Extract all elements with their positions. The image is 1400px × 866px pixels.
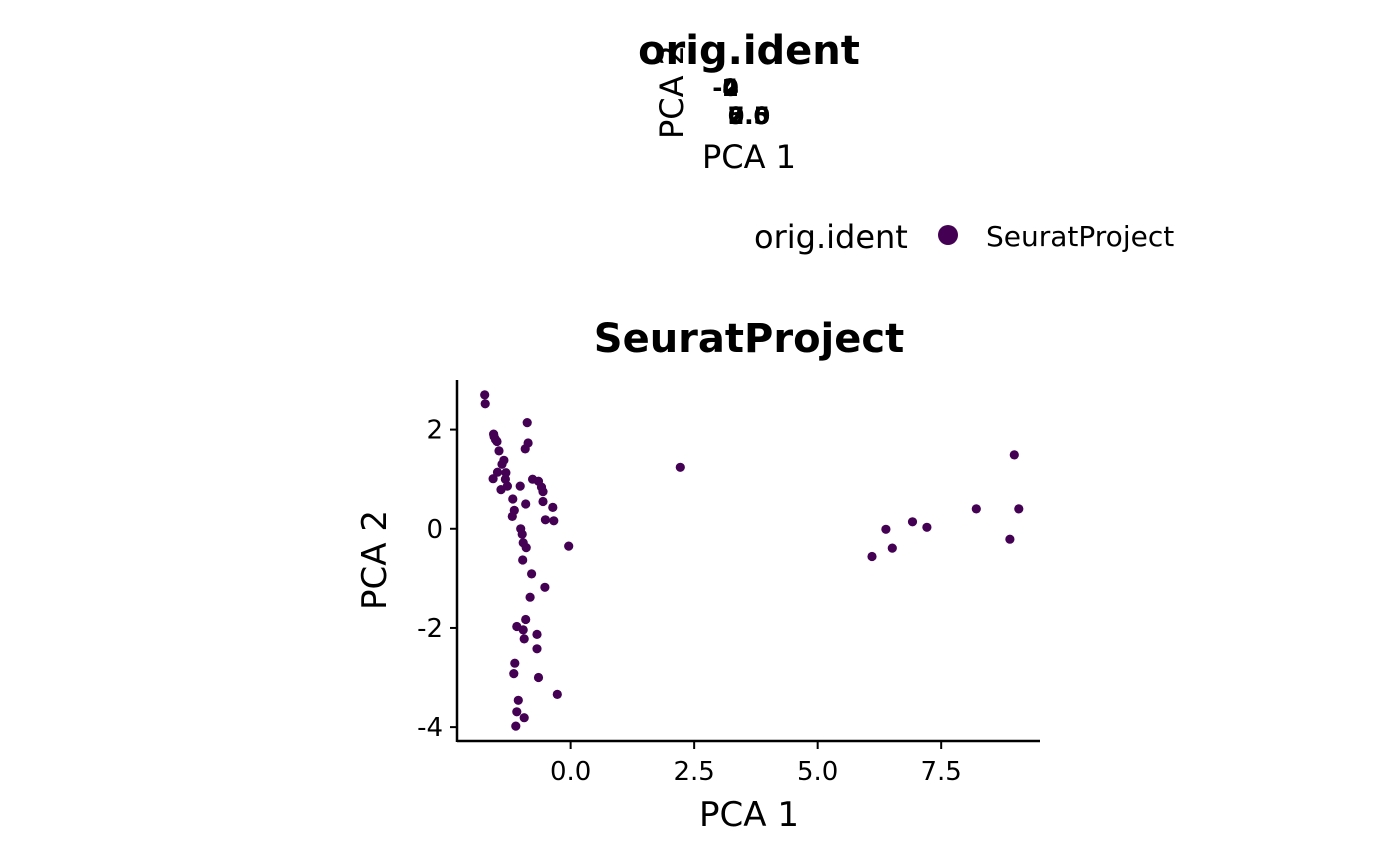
data-point — [508, 494, 518, 504]
data-point — [511, 721, 521, 731]
data-point — [540, 582, 550, 592]
collapsed-ytick-label: -4 — [712, 74, 739, 102]
data-point — [881, 524, 891, 534]
data-point — [538, 487, 548, 497]
data-point — [517, 529, 527, 539]
main-panel-title: SeuratProject — [594, 316, 904, 362]
x-axis-label: PCA 1 — [699, 795, 799, 835]
collapsed-panel: orig.ident PCA 2 -4 -2 0 2 0.0 2.5 5.0 7… — [638, 28, 860, 176]
data-point — [532, 629, 542, 640]
legend-key-marker — [938, 225, 958, 245]
y-tick-label: 2 — [426, 416, 443, 446]
data-point — [922, 522, 932, 532]
data-point — [494, 446, 504, 456]
collapsed-panel-xlabel: PCA 1 — [702, 138, 796, 176]
data-point — [512, 707, 522, 717]
data-point — [867, 551, 877, 562]
scatter-points — [480, 390, 1024, 731]
data-point — [1005, 534, 1015, 544]
collapsed-ytick-label: -2 — [712, 74, 739, 102]
data-point — [509, 669, 519, 679]
data-point — [538, 496, 548, 507]
data-point — [499, 455, 509, 465]
collapsed-xtick-label: 5.0 — [728, 102, 771, 130]
y-tick-label: -2 — [417, 614, 443, 644]
y-tick-label: 0 — [426, 515, 443, 545]
data-point — [480, 399, 490, 409]
data-point — [1009, 450, 1019, 460]
data-point — [675, 462, 685, 472]
data-point — [518, 625, 528, 635]
data-point — [520, 444, 530, 454]
x-axis-ticks: 0.0 2.5 5.0 7.5 — [550, 742, 962, 787]
collapsed-panel-ylabel: PCA 2 — [653, 45, 691, 139]
legend-item-label: SeuratProject — [986, 220, 1174, 253]
x-tick-label: 2.5 — [673, 757, 714, 787]
collapsed-ytick-label: 2 — [722, 74, 739, 102]
data-point — [564, 541, 574, 551]
y-axis-label: PCA 2 — [355, 510, 395, 610]
data-point — [519, 713, 529, 723]
collapsed-panel-title: orig.ident — [638, 28, 860, 74]
y-axis-ticks: -4 -2 0 2 — [417, 416, 457, 743]
y-tick-label: -4 — [417, 713, 443, 743]
data-point — [502, 481, 512, 491]
data-point — [510, 658, 520, 668]
data-point — [521, 499, 531, 509]
data-point — [500, 474, 510, 484]
data-point — [518, 555, 528, 565]
collapsed-xtick-label: 7.5 — [728, 102, 771, 130]
data-point — [488, 474, 498, 484]
x-tick-label: 5.0 — [797, 757, 838, 787]
data-point — [548, 502, 558, 512]
data-point — [521, 543, 531, 553]
data-point — [1014, 504, 1024, 514]
legend-title: orig.ident — [754, 218, 908, 256]
collapsed-panel-yticks: -4 -2 0 2 — [712, 74, 739, 102]
data-point — [533, 672, 544, 683]
data-point — [515, 481, 525, 491]
data-point — [522, 418, 532, 428]
data-point — [507, 511, 517, 521]
data-point — [519, 634, 529, 644]
legend: orig.ident SeuratProject — [754, 218, 1174, 256]
data-point — [907, 517, 918, 527]
data-point — [549, 516, 559, 526]
data-point — [552, 689, 562, 700]
data-point — [521, 614, 531, 625]
data-point — [527, 569, 537, 579]
data-point — [887, 543, 897, 553]
collapsed-xtick-label: 0.0 — [728, 102, 771, 130]
data-point — [532, 644, 542, 654]
collapsed-panel-xticks: 0.0 2.5 5.0 7.5 — [728, 102, 771, 130]
data-point — [489, 431, 499, 442]
x-tick-label: 7.5 — [921, 757, 962, 787]
collapsed-ytick-label: 0 — [722, 74, 739, 102]
main-panel: SeuratProject -4-202 0.0 2.5 5.0 7.5 PCA 1 … — [355, 316, 1040, 835]
collapsed-xtick-label: 2.5 — [728, 102, 771, 130]
data-point — [513, 695, 523, 705]
data-point — [525, 592, 535, 602]
x-tick-label: 0.0 — [550, 757, 591, 787]
data-point — [971, 504, 981, 514]
data-point — [480, 390, 490, 400]
data-point — [492, 467, 503, 477]
data-point — [540, 515, 551, 525]
